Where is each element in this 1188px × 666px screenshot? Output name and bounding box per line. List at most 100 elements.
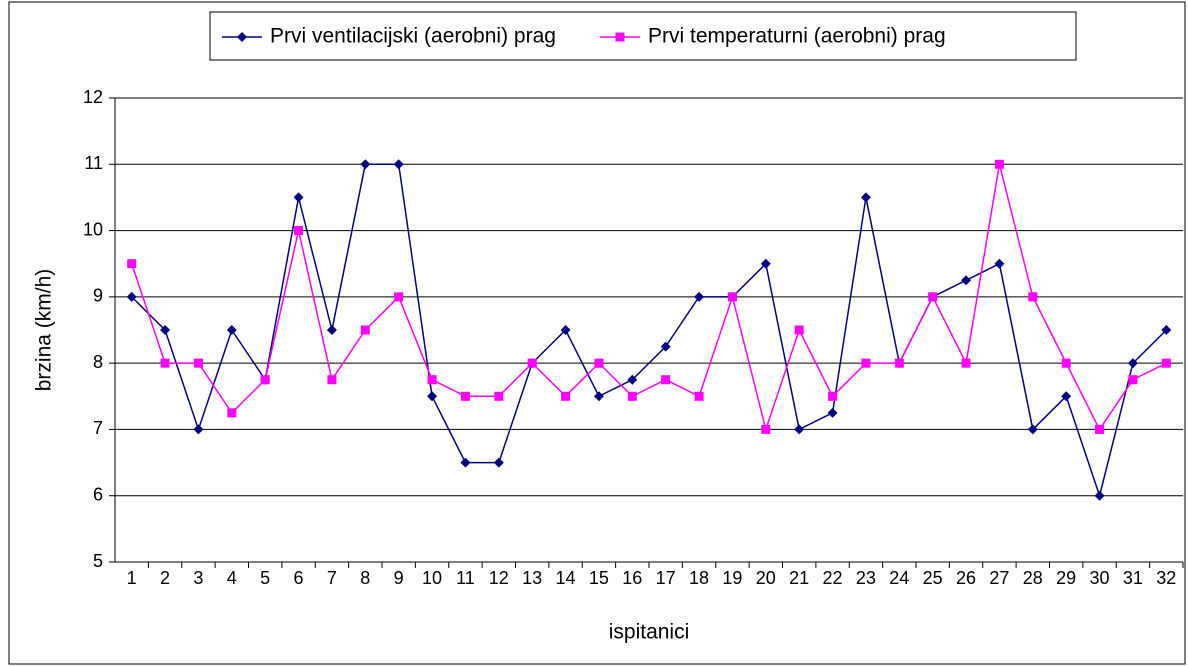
data-point — [794, 424, 805, 435]
x-tick-label: 24 — [889, 568, 909, 588]
x-tick-label: 4 — [227, 568, 237, 588]
data-point — [360, 325, 370, 335]
data-point — [394, 292, 404, 302]
x-tick-label: 1 — [127, 568, 137, 588]
x-tick-label: 15 — [589, 568, 609, 588]
data-point — [1161, 358, 1171, 368]
data-point — [827, 407, 838, 418]
data-point — [894, 358, 904, 368]
x-tick-label: 20 — [756, 568, 776, 588]
x-tick-label: 7 — [327, 568, 337, 588]
data-point — [560, 325, 571, 335]
x-tick-label: 16 — [622, 568, 642, 588]
x-axis-label: ispitanici — [609, 621, 690, 644]
data-point — [660, 341, 671, 352]
data-point — [760, 258, 771, 269]
data-point — [794, 325, 804, 335]
y-axis-label: brzina (km/h) — [33, 269, 56, 392]
x-tick-label: 2 — [160, 568, 170, 588]
x-tick-label: 13 — [522, 568, 542, 588]
data-point — [928, 292, 938, 302]
x-tick-label: 8 — [360, 568, 370, 588]
x-tick-label: 31 — [1123, 568, 1143, 588]
data-point — [727, 292, 737, 302]
data-point — [561, 391, 571, 401]
data-point — [393, 159, 404, 170]
data-point — [961, 358, 971, 368]
data-point — [1161, 325, 1172, 335]
data-point — [861, 358, 871, 368]
data-point — [1094, 490, 1105, 501]
data-point — [1061, 391, 1072, 402]
x-tick-label: 26 — [956, 568, 976, 588]
x-tick-label: 25 — [923, 568, 943, 588]
x-tick-label: 19 — [722, 568, 742, 588]
data-point — [1028, 292, 1038, 302]
x-tick-label: 11 — [456, 568, 475, 588]
chart-border — [8, 1, 1186, 665]
data-point — [193, 424, 204, 435]
x-tick-label: 22 — [823, 568, 843, 588]
data-point — [994, 258, 1005, 269]
x-tick-label: 5 — [260, 568, 270, 588]
data-point — [994, 159, 1004, 169]
data-point — [1061, 358, 1071, 368]
data-point — [694, 391, 704, 401]
data-point — [694, 291, 705, 302]
legend-label: Prvi temperaturni (aerobni) prag — [648, 25, 946, 48]
x-tick-label: 30 — [1090, 568, 1110, 588]
legend-label: Prvi ventilacijski (aerobni) prag — [270, 25, 556, 48]
x-tick-label: 32 — [1156, 568, 1176, 588]
x-tick-label: 23 — [856, 568, 876, 588]
x-tick-label: 17 — [656, 568, 676, 588]
data-point — [527, 358, 537, 368]
legend-marker — [237, 32, 247, 42]
data-point — [193, 358, 203, 368]
y-tick-label: 12 — [83, 87, 103, 107]
data-point — [360, 159, 371, 170]
data-point — [460, 457, 471, 468]
y-tick-label: 9 — [93, 286, 103, 306]
legend-box — [209, 11, 1077, 61]
series-line — [131, 163, 1167, 499]
x-tick-label: 18 — [689, 568, 709, 588]
data-point — [627, 391, 637, 401]
data-point — [227, 408, 237, 418]
data-point — [293, 192, 304, 203]
data-point — [260, 375, 270, 385]
y-tick-label: 7 — [93, 418, 103, 438]
x-tick-label: 10 — [422, 568, 442, 588]
data-point — [1095, 424, 1105, 434]
data-point — [594, 358, 604, 368]
y-tick-label: 8 — [93, 352, 103, 372]
data-point — [961, 275, 972, 286]
data-point — [828, 391, 838, 401]
data-point — [494, 391, 504, 401]
data-point — [661, 375, 671, 385]
series-line — [130, 164, 1167, 433]
data-point — [1027, 424, 1038, 435]
data-point — [460, 391, 470, 401]
x-tick-label: 6 — [294, 568, 304, 588]
data-point — [327, 375, 337, 385]
data-point — [294, 226, 304, 236]
x-tick-label: 28 — [1023, 568, 1043, 588]
data-point — [160, 325, 171, 335]
data-point — [326, 325, 337, 335]
y-tick-label: 6 — [93, 484, 103, 504]
data-point — [1128, 375, 1138, 385]
legend-marker — [615, 32, 625, 42]
x-tick-label: 29 — [1056, 568, 1076, 588]
y-tick-label: 11 — [84, 153, 103, 173]
data-point — [160, 358, 170, 368]
data-point — [226, 325, 237, 335]
data-point — [427, 391, 438, 402]
y-tick-label: 5 — [93, 551, 103, 571]
x-tick-label: 27 — [989, 568, 1009, 588]
data-point — [593, 391, 604, 402]
data-point — [761, 424, 771, 434]
data-point — [627, 374, 638, 385]
data-point — [493, 457, 504, 468]
x-tick-label: 9 — [394, 568, 404, 588]
